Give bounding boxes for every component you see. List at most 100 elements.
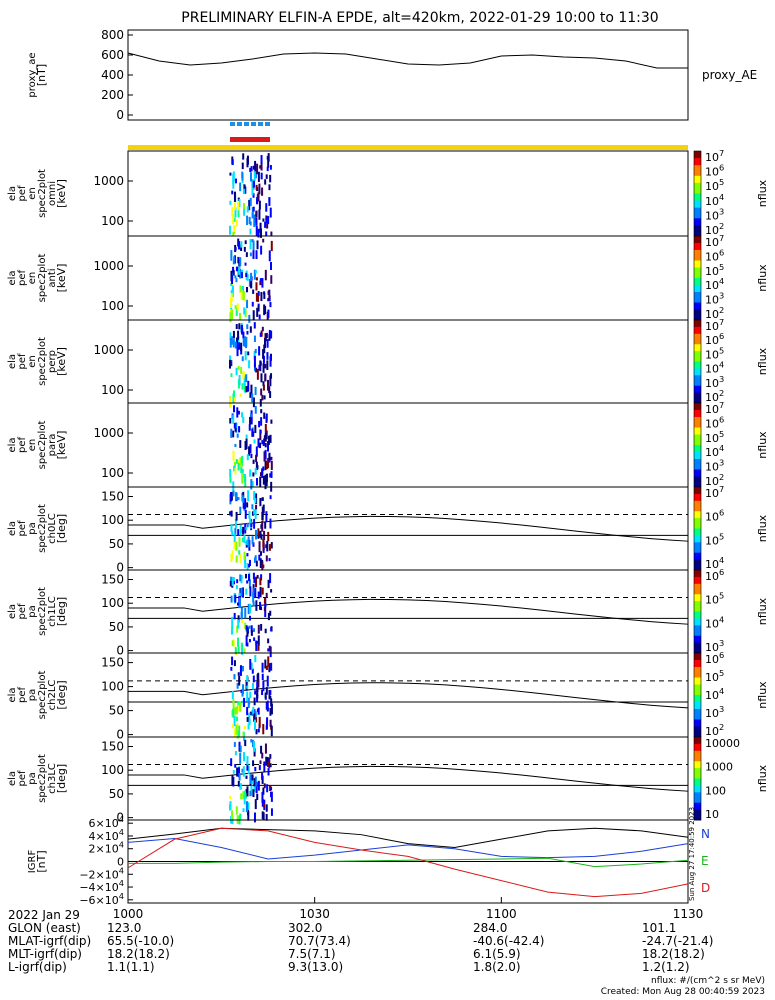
panel-ylabel-line: spec2plot [37,254,48,303]
colorbar-segment [694,165,701,170]
spectrogram-pixel [231,616,234,628]
spectrogram-pixel [253,269,256,280]
spectrogram-pixel [239,268,242,279]
spectrogram-pixel [262,564,265,569]
spectrogram-pixel [252,472,255,477]
colorbar-segment [694,628,701,633]
spectrogram-pixel [260,155,263,164]
spectrogram-pixel [249,691,252,699]
spectrogram-pixel [253,439,256,444]
spectrogram-pixel [245,272,248,278]
spectrogram-pixel [269,646,272,658]
spectrogram-pixel [248,511,251,519]
spectrogram-pixel [266,339,269,348]
colorbar-segment [694,781,701,786]
spectrogram-pixel [243,384,246,393]
spectrogram-pixel [259,165,262,169]
spectrogram-pixel [240,574,243,580]
spectrogram-pixel [234,750,237,756]
spectrogram-pixel [229,172,232,176]
plot-title: PRELIMINARY ELFIN-A EPDE, alt=420km, 202… [181,10,658,26]
spectrogram-pixel [248,199,251,211]
spectrogram-pixel [259,577,262,586]
spectrogram-pixel [249,790,252,797]
spectrogram-pixel [256,681,259,693]
colorbar-segment [694,552,701,557]
spectrogram-pixel [250,453,253,459]
spectrogram-pixel [261,520,264,532]
spectrogram-pixel [238,767,241,778]
colorbar-segment [694,207,701,212]
spectrogram-pixel [261,326,264,332]
spectrogram-pixel [253,180,256,188]
spectrogram-pixel [251,393,254,403]
spectrogram-pixel [265,813,268,821]
colorbar-segment [694,681,701,685]
spectrogram-pixel [260,574,263,581]
spectrogram-pixel [255,367,258,373]
igrf-n-line [127,838,689,860]
colorbar-segment [694,368,701,373]
spectrogram-pixel [260,417,263,426]
spectrogram-pixel [263,292,266,299]
spectrogram-pixel [261,561,264,570]
spectrogram-pixel [238,323,241,330]
colorbar-segment [694,761,701,766]
spectrogram-pixel [255,785,258,794]
colorbar-segment [694,674,701,678]
colorbar-tick-label: 102 [705,388,724,404]
spectrogram-pixel [237,780,240,787]
spectrogram-pixel [229,474,232,483]
spectrogram-pixel [262,355,265,364]
spectrogram-pixel [270,275,273,284]
spectrogram-pixel [231,810,234,820]
y-tick-label: 0 [116,644,124,658]
spectrogram-pixel [259,332,262,337]
spectrogram-pixel [258,364,261,371]
y-tick-label: −2×104 [79,865,124,881]
spectrogram-pixel [245,625,248,631]
spectrogram-pixel [247,811,250,821]
ephemeris-value: 1.8(2.0) [473,960,521,974]
spectrogram-pixel [232,699,235,710]
ephemeris-row-label: MLT-igrf(dip) [8,947,82,961]
spectrogram-pixel [266,360,269,371]
spectrogram-pixel [240,575,243,584]
colorbar-segment [694,514,701,519]
colorbar-segment [694,316,701,321]
colorbar-segment [694,737,701,741]
spectrogram-pixel [249,221,252,226]
colorbar-segment [694,775,701,779]
spectrogram-pixel [255,282,258,291]
colorbar-segment [694,204,701,209]
spectrogram-pixel [270,589,273,593]
spectrogram-pixel [262,812,265,820]
ephemeris-value: 7.5(7.1) [288,947,336,961]
spectrogram-pixel [266,379,269,391]
panel-ylabel-line: [keV] [55,347,68,376]
spectrogram-pixel [265,473,268,482]
spectrogram-pixel [256,307,259,317]
colorbar-segment [694,154,701,159]
science-coverage-bar [258,122,263,126]
spectrogram-pixel [242,587,245,598]
spectrogram-pixel [253,491,256,501]
y-tick-label: 50 [109,537,124,551]
spectrogram-pixel [257,624,260,634]
spectrogram-pixel [250,417,253,425]
spectrogram-pixel [265,511,268,522]
spectrogram-pixel [254,498,257,504]
spectrogram-pixel [246,522,249,528]
spectrogram-pixel [261,187,264,196]
spectrogram-pixel [268,334,271,341]
spectrogram-pixel [238,198,241,207]
y-tick-label: 0 [116,811,124,825]
spectrogram-pixel [250,479,253,490]
spectrogram-pixel [238,704,241,712]
colorbar-segment [694,340,701,345]
spectrogram-pixel [266,352,269,360]
spectrogram-pixel [264,333,267,342]
spectrogram-pixel [240,412,243,418]
spectrogram-pixel [268,558,271,562]
colorbar-segment [694,677,701,682]
